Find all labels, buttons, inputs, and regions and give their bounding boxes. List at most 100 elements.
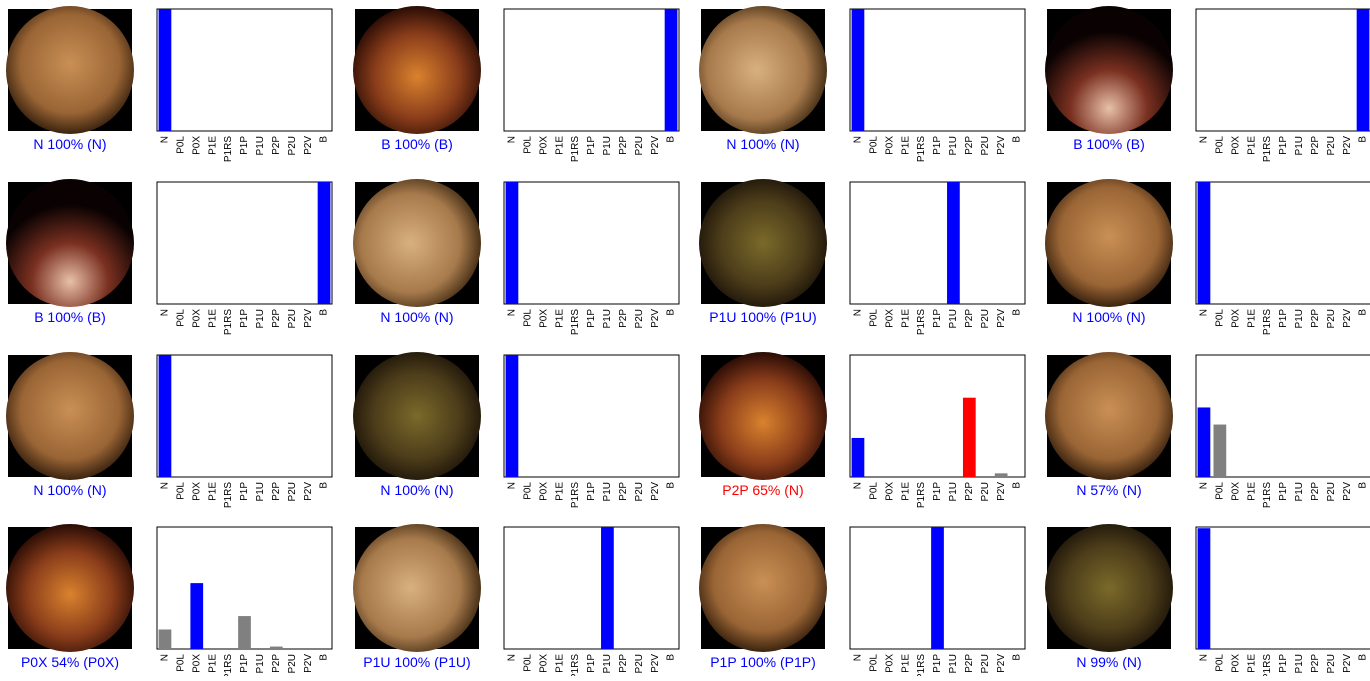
- x-tick-label: P1E: [207, 136, 218, 155]
- x-tick-label: P1P: [586, 136, 597, 155]
- x-tick-label: N: [853, 309, 864, 316]
- x-tick-label: B: [1358, 136, 1369, 143]
- bar: [270, 647, 283, 649]
- x-tick-label: P0X: [191, 309, 202, 328]
- caption: P1P 100% (P1P): [710, 654, 816, 670]
- x-tick-label: P0L: [176, 482, 187, 500]
- endoscopy-image: [6, 6, 134, 134]
- x-tick-label: P1RS: [570, 136, 581, 162]
- bar: [190, 583, 203, 649]
- x-tick-label: N: [1199, 654, 1210, 661]
- caption: P1U 100% (P1U): [709, 309, 816, 325]
- x-tick-label: P0L: [1215, 309, 1226, 327]
- endoscopy-image: [699, 352, 827, 480]
- x-tick-label: P2V: [303, 136, 314, 155]
- x-tick-label: P2U: [287, 482, 298, 501]
- x-tick-label: N: [853, 482, 864, 489]
- x-tick-label: B: [666, 309, 677, 316]
- x-tick-label: P2P: [1310, 482, 1321, 501]
- x-tick-label: P0X: [884, 482, 895, 501]
- plot-area: [157, 182, 332, 304]
- plot-area: [850, 355, 1025, 477]
- x-tick-label: N: [1199, 482, 1210, 489]
- caption: N 100% (N): [1072, 309, 1145, 325]
- x-tick-label: P1U: [255, 654, 266, 673]
- x-tick-label: P2P: [618, 654, 629, 673]
- endoscopy-image: [353, 179, 481, 307]
- plot-area: [504, 9, 679, 131]
- x-tick-label: N: [853, 136, 864, 143]
- bar: [506, 182, 519, 304]
- x-tick-label: P2P: [1310, 309, 1321, 328]
- x-tick-label: P1P: [239, 482, 250, 501]
- x-tick-label: P2V: [303, 482, 314, 501]
- x-tick-label: P1P: [1278, 482, 1289, 501]
- x-tick-label: P1E: [554, 309, 565, 328]
- x-tick-label: P1E: [1246, 309, 1257, 328]
- bar: [852, 438, 865, 477]
- x-tick-label: P2V: [996, 654, 1007, 673]
- bar: [931, 527, 944, 649]
- x-tick-label: P1RS: [1262, 654, 1273, 676]
- bar: [1198, 407, 1211, 477]
- bar: [665, 9, 678, 131]
- bar: [1214, 425, 1227, 477]
- x-tick-label: P0X: [1230, 482, 1241, 501]
- x-tick-label: B: [666, 136, 677, 143]
- x-tick-label: P1U: [602, 309, 613, 328]
- x-tick-label: N: [160, 482, 171, 489]
- caption: P1U 100% (P1U): [363, 654, 470, 670]
- x-tick-label: P2V: [996, 309, 1007, 328]
- endoscopy-image: [699, 179, 827, 307]
- x-tick-label: P2V: [650, 654, 661, 673]
- plot-area: [1196, 9, 1370, 131]
- x-tick-label: N: [507, 654, 518, 661]
- x-tick-label: P0L: [176, 136, 187, 154]
- plot-area: [504, 355, 679, 477]
- x-tick-label: P1RS: [223, 654, 234, 676]
- x-tick-label: P1E: [554, 654, 565, 673]
- x-tick-label: P2U: [287, 309, 298, 328]
- bar: [1198, 182, 1211, 304]
- x-tick-label: P0X: [191, 482, 202, 501]
- x-tick-label: P1P: [586, 482, 597, 501]
- bar: [318, 182, 331, 304]
- plot-area: [850, 9, 1025, 131]
- caption: P0X 54% (P0X): [21, 654, 119, 670]
- x-tick-label: P0X: [191, 654, 202, 673]
- caption: P2P 65% (N): [722, 482, 803, 498]
- x-tick-label: P2V: [1342, 482, 1353, 501]
- x-tick-label: P2V: [303, 309, 314, 328]
- endoscopy-image: [353, 524, 481, 652]
- x-tick-label: P1U: [1294, 309, 1305, 328]
- x-tick-label: P1E: [900, 482, 911, 501]
- x-tick-label: P2U: [980, 482, 991, 501]
- x-tick-label: P1E: [1246, 136, 1257, 155]
- x-tick-label: P0X: [538, 654, 549, 673]
- x-tick-label: P0L: [869, 482, 880, 500]
- caption: B 100% (B): [381, 136, 453, 152]
- x-tick-label: P1P: [1278, 654, 1289, 673]
- plot-area: [504, 182, 679, 304]
- x-tick-label: P2P: [964, 309, 975, 328]
- x-tick-label: P0X: [884, 309, 895, 328]
- x-tick-label: B: [319, 136, 330, 143]
- plot-area: [157, 355, 332, 477]
- x-tick-label: P1E: [554, 482, 565, 501]
- x-tick-label: P1E: [1246, 482, 1257, 501]
- bar: [852, 9, 865, 131]
- x-tick-label: P1U: [602, 482, 613, 501]
- x-tick-label: P1P: [239, 136, 250, 155]
- x-tick-label: P1E: [900, 136, 911, 155]
- x-tick-label: P2P: [271, 482, 282, 501]
- caption: B 100% (B): [1073, 136, 1145, 152]
- bar: [1357, 9, 1370, 131]
- x-tick-label: P1U: [948, 309, 959, 328]
- x-tick-label: P2P: [964, 136, 975, 155]
- x-tick-label: P2U: [634, 482, 645, 501]
- x-tick-label: P1E: [207, 654, 218, 673]
- x-tick-label: P0L: [523, 654, 534, 672]
- x-tick-label: P1P: [932, 482, 943, 501]
- bar: [238, 616, 251, 649]
- plot-area: [157, 9, 332, 131]
